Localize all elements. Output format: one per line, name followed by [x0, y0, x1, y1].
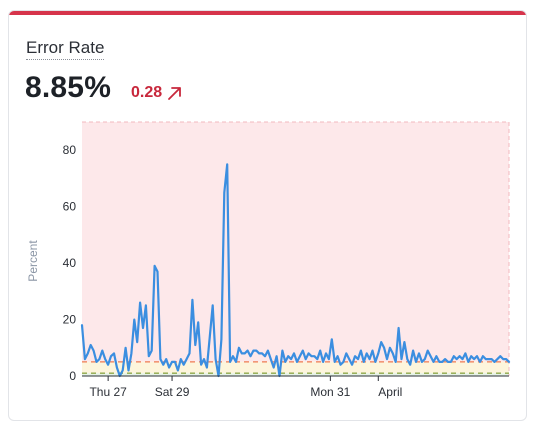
x-tick-label: April — [378, 385, 402, 399]
y-tick-label: 60 — [63, 200, 77, 214]
warning-zone — [82, 361, 509, 374]
y-tick-label: 0 — [69, 369, 76, 383]
x-tick-label: Mon 31 — [310, 385, 350, 399]
delta-value: 0.28 — [131, 84, 163, 101]
error-rate-series-line — [80, 163, 511, 378]
y-tick-label: 80 — [63, 143, 77, 157]
y-tick-label: 40 — [63, 256, 77, 270]
status-accent-bar — [9, 11, 526, 15]
metric-value: 8.85% — [25, 71, 112, 104]
metric-delta: 0.28 — [131, 83, 183, 103]
x-tick-label: Thu 27 — [89, 385, 127, 399]
arrow-up-right-icon — [168, 87, 182, 100]
x-tick-label: Sat 29 — [155, 385, 190, 399]
y-axis-label: Percent — [26, 240, 40, 282]
y-tick-label: 20 — [63, 313, 77, 327]
metric-title[interactable]: Error Rate — [26, 38, 105, 60]
ok-zone — [82, 373, 509, 376]
